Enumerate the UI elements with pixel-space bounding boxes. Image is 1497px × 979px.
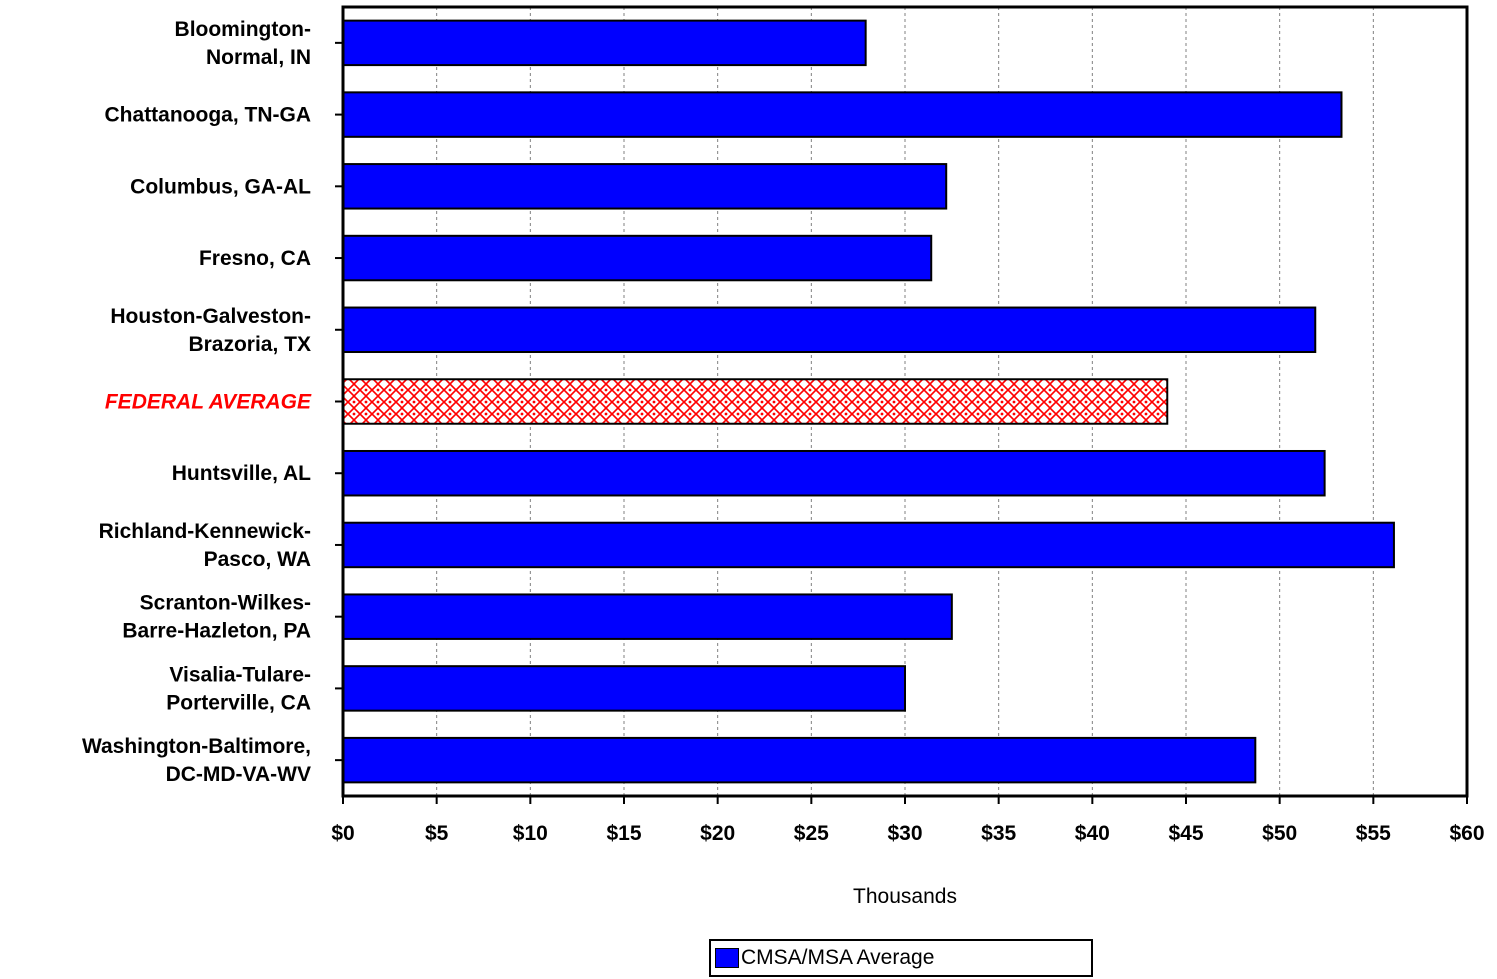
x-tick-label: $10 (513, 822, 548, 845)
category-label: Visalia-Tulare-Porterville, CA (166, 663, 311, 714)
x-tick-label: $55 (1356, 822, 1391, 845)
bar (342, 19, 867, 67)
legend: CMSA/MSA Average (709, 939, 1093, 977)
bars (342, 19, 1395, 784)
bar (342, 306, 1317, 354)
x-tick-label: $40 (1075, 822, 1110, 845)
x-axis-title: Thousands (853, 885, 957, 908)
legend-label: CMSA/MSA Average (741, 946, 935, 969)
category-label: Huntsville, AL (172, 462, 311, 485)
category-label: Chattanooga, TN-GA (105, 104, 311, 127)
x-tick-label: $50 (1262, 822, 1297, 845)
category-labels: Bloomington-Normal, IN Chattanooga, TN-GA… (82, 18, 312, 786)
category-label: Washington-Baltimore, DC-MD-VA-WV (82, 735, 311, 786)
category-label: Columbus, GA-AL (130, 175, 311, 198)
category-label: Richland-Kennewick-Pasco, WA (99, 520, 311, 571)
bar (342, 521, 1395, 569)
x-tick-label: $25 (794, 822, 829, 845)
x-tick-label: $60 (1449, 822, 1484, 845)
x-tick-label: $45 (1168, 822, 1203, 845)
bar (342, 593, 953, 640)
category-label: Bloomington-Normal, IN (175, 18, 311, 69)
x-tick-label: $0 (331, 822, 354, 845)
x-tick-label: $20 (700, 822, 735, 845)
x-tick-label: $5 (425, 822, 449, 845)
category-label: FEDERAL AVERAGE (105, 391, 312, 414)
x-tick-label: $35 (981, 822, 1016, 845)
bar (342, 736, 1257, 784)
axis-ticks: $0 $5 $10 $15 $20 $25 $30 $35 $40 $45 $50 $55 $60 (331, 41, 1485, 845)
legend-swatch-cmsa-msa-average (715, 948, 739, 968)
x-tick-label: $15 (606, 822, 641, 845)
bar (342, 234, 933, 282)
bar (342, 665, 906, 712)
bar-federal-average (342, 378, 1169, 425)
category-label: Houston-Galveston-Brazoria, TX (110, 305, 311, 356)
bar (342, 91, 1343, 138)
category-label: Scranton-Wilkes-Barre-Hazleton, PA (122, 592, 311, 643)
bar (342, 163, 948, 210)
bar (342, 449, 1326, 497)
x-tick-label: $30 (887, 822, 922, 845)
category-label: Fresno, CA (199, 247, 311, 270)
